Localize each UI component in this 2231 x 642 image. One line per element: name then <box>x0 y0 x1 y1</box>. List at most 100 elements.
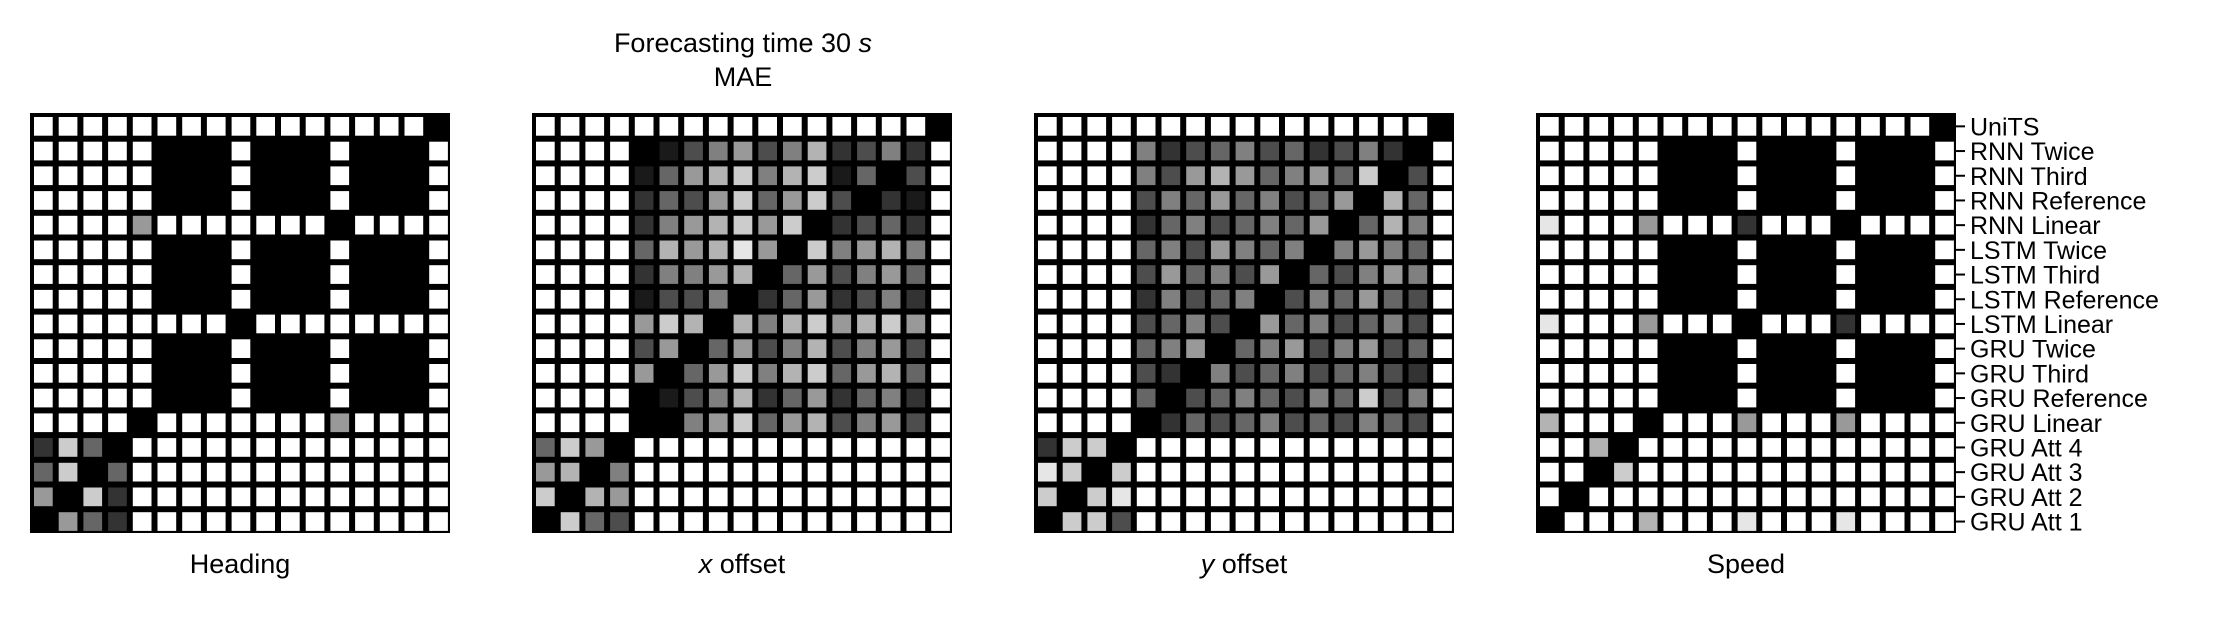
heatmap-cell <box>1836 413 1856 433</box>
heatmap-cell <box>708 487 728 507</box>
heatmap-cell <box>1260 339 1279 358</box>
heatmap-cell <box>659 487 679 507</box>
heatmap-cell <box>783 215 802 235</box>
heatmap-cell <box>429 314 448 334</box>
heatmap-cell <box>206 191 226 210</box>
heatmap-cell <box>1186 462 1205 482</box>
heatmap-cell <box>1038 191 1057 210</box>
heatmap-cell <box>1235 289 1255 309</box>
heatmap-cell <box>758 314 777 334</box>
heatmap-cell <box>881 388 901 408</box>
heatmap-cell <box>34 487 53 507</box>
heatmap-cell <box>1688 339 1707 358</box>
heatmap-cell <box>1161 191 1181 210</box>
heatmap-cell <box>1836 166 1856 186</box>
heatmap-cell <box>634 462 654 482</box>
heatmap-cell <box>560 512 580 531</box>
heatmap-cell <box>330 240 350 260</box>
heatmap-cell <box>231 166 251 186</box>
heatmap-cell <box>1540 487 1559 507</box>
heatmap-cell <box>1408 265 1428 284</box>
heatmap-cell <box>1638 512 1658 531</box>
heatmap-cell <box>1762 166 1781 186</box>
heatmap-cell <box>1935 191 1954 210</box>
heatmap-cell <box>1564 117 1584 136</box>
heatmap-cell <box>1737 512 1757 531</box>
heatmap-cell <box>1885 240 1905 260</box>
heatmap-cell <box>1935 413 1954 433</box>
heatmap-cell <box>1087 364 1107 383</box>
heatmap-cell <box>783 339 802 358</box>
heatmap-cell <box>1564 166 1584 186</box>
heatmap-cell <box>807 191 827 210</box>
y-tick-label: UniTS <box>1970 113 2039 141</box>
heatmap-cell <box>34 364 53 383</box>
heatmap-cell <box>1589 215 1609 235</box>
heatmap-cell <box>1564 438 1584 457</box>
heatmap-cell <box>404 413 424 433</box>
heatmap-cell <box>659 289 679 309</box>
heatmap-cell <box>58 487 78 507</box>
heatmap-cell <box>305 512 325 531</box>
heatmap-cell <box>108 314 127 334</box>
heatmap-cell <box>659 512 679 531</box>
heatmap-cell <box>1589 512 1609 531</box>
heatmap-cell <box>379 512 399 531</box>
heatmap-cell <box>536 141 555 161</box>
heatmap-cell <box>58 388 78 408</box>
heatmap-cell <box>1787 166 1806 186</box>
heatmap-cell <box>1309 141 1329 161</box>
heatmap-cell <box>1285 215 1304 235</box>
heatmap-cell <box>1161 289 1181 309</box>
heatmap-cell <box>1062 413 1082 433</box>
heatmap-cell <box>1260 462 1279 482</box>
y-tick-label: GRU Att 4 <box>1970 434 2083 462</box>
heatmap-cell <box>1836 117 1856 136</box>
y-tick-label: GRU Linear <box>1970 410 2102 438</box>
heatmap-cell <box>881 117 901 136</box>
heatmap-cell <box>108 339 127 358</box>
heatmap-cell <box>585 240 605 260</box>
heatmap-cell <box>157 438 177 457</box>
heatmap-cell <box>281 191 300 210</box>
heatmap-cell <box>634 314 654 334</box>
heatmap-cell <box>659 462 679 482</box>
heatmap-cell <box>857 462 876 482</box>
heatmap-cell <box>931 117 950 136</box>
heatmap-cell <box>182 364 201 383</box>
heatmap-cell <box>684 487 703 507</box>
heatmap-cell <box>758 339 777 358</box>
heatmap-cell <box>305 117 325 136</box>
heatmap-cell <box>1564 289 1584 309</box>
heatmap-cell <box>807 512 827 531</box>
heatmap-cell <box>355 191 374 210</box>
heatmap-cell <box>157 191 177 210</box>
heatmap-cell <box>536 289 555 309</box>
heatmap-cell <box>1910 388 1930 408</box>
heatmap-cell <box>231 191 251 210</box>
heatmap-cell <box>1087 314 1107 334</box>
heatmap-cell <box>404 512 424 531</box>
heatmap-cell <box>1737 339 1757 358</box>
heatmap-cell <box>1663 141 1683 161</box>
heatmap-cell <box>634 191 654 210</box>
heatmap-cell <box>1589 413 1609 433</box>
heatmap-cell <box>1408 289 1428 309</box>
heatmap-cell <box>1811 462 1831 482</box>
heatmap-cell <box>1737 289 1757 309</box>
heatmap-cell <box>1186 166 1205 186</box>
heatmap-cell <box>1614 265 1633 284</box>
heatmap-cell <box>1614 191 1633 210</box>
heatmap-cell <box>1186 215 1205 235</box>
heatmap-cell <box>560 388 580 408</box>
heatmap-cell <box>684 215 703 235</box>
heatmap-cell <box>108 413 127 433</box>
heatmap-cell <box>758 487 777 507</box>
heatmap-cell <box>1260 512 1279 531</box>
heatmap-cell <box>1811 487 1831 507</box>
heatmap-cell <box>1062 117 1082 136</box>
heatmap-cell <box>231 240 251 260</box>
heatmap-cell <box>1285 487 1304 507</box>
heatmap-cell <box>1811 314 1831 334</box>
heatmap-cell <box>1285 166 1304 186</box>
